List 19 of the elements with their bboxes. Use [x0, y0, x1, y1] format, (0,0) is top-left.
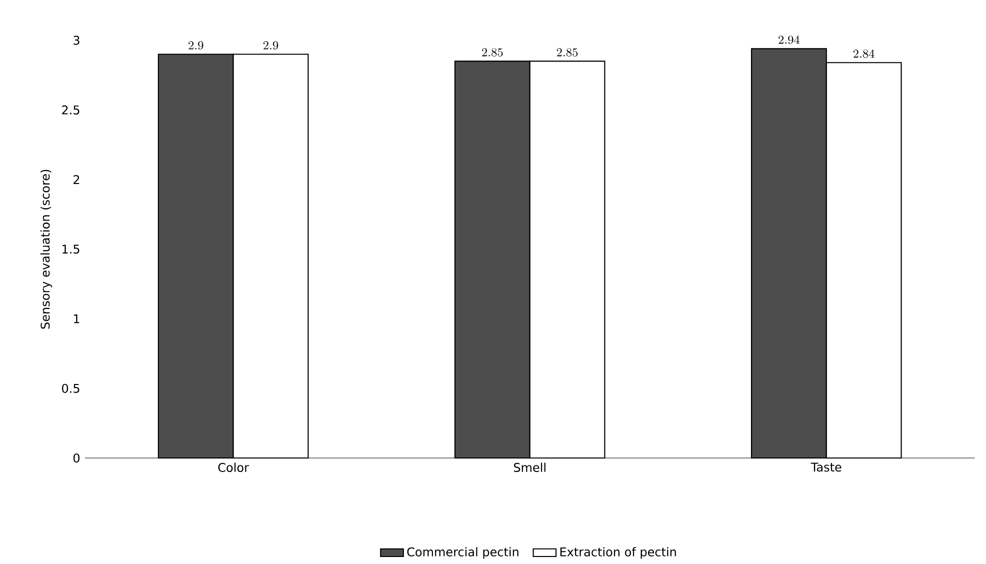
y-tick-label: 0 [73, 454, 80, 463]
y-tick-label: 2.5 [62, 106, 80, 115]
y-tick-label: 0.5 [62, 384, 80, 394]
legend-label: Commercial pectin [407, 547, 518, 559]
y-tick-label: 1.5 [62, 244, 80, 254]
y-tick-label: 1 [74, 314, 80, 324]
data-label: 2.9 [263, 41, 278, 50]
data-label: 2.84 [853, 50, 874, 58]
y-tick-label: 3 [74, 36, 80, 46]
data-label: 2.9 [188, 41, 204, 50]
x-tick-label: Color [218, 462, 249, 472]
data-label: 2.85 [482, 48, 503, 57]
y-axis-title: Sensory evaluation (score) [40, 170, 52, 329]
legend-label: Extraction of pectin [560, 547, 676, 559]
y-tick-label: 2 [74, 175, 80, 184]
data-label: 2.85 [556, 48, 578, 57]
x-tick-label: Taste [810, 462, 842, 472]
x-tick-label: Smell [514, 462, 546, 472]
data-label: 2.94 [778, 36, 800, 44]
